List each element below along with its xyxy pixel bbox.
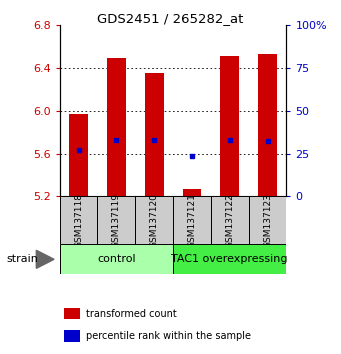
Bar (64, 330, 80, 342)
Text: GSM137121: GSM137121 (188, 193, 196, 248)
Bar (220, 56, 239, 196)
Bar (249, 196, 286, 244)
Bar (69, 114, 88, 196)
Bar (60, 244, 173, 274)
Bar (60, 196, 98, 244)
Bar (258, 54, 277, 196)
Polygon shape (36, 250, 54, 268)
Text: percentile rank within the sample: percentile rank within the sample (86, 331, 251, 342)
Text: GSM137120: GSM137120 (150, 193, 159, 248)
Text: GSM137118: GSM137118 (74, 193, 83, 248)
Bar (64, 308, 80, 319)
Bar (145, 73, 164, 196)
Text: TAC1 overexpressing: TAC1 overexpressing (172, 254, 288, 264)
Bar (98, 196, 135, 244)
Text: GDS2451 / 265282_at: GDS2451 / 265282_at (97, 12, 244, 25)
Text: GSM137123: GSM137123 (263, 193, 272, 248)
Bar (211, 196, 249, 244)
Text: transformed count: transformed count (86, 309, 177, 319)
Bar (182, 189, 202, 196)
Text: GSM137119: GSM137119 (112, 193, 121, 248)
Text: strain: strain (7, 254, 39, 264)
Bar (107, 58, 126, 196)
Bar (135, 196, 173, 244)
Text: control: control (97, 254, 136, 264)
Text: GSM137122: GSM137122 (225, 193, 234, 248)
Bar (173, 244, 286, 274)
Bar (173, 196, 211, 244)
